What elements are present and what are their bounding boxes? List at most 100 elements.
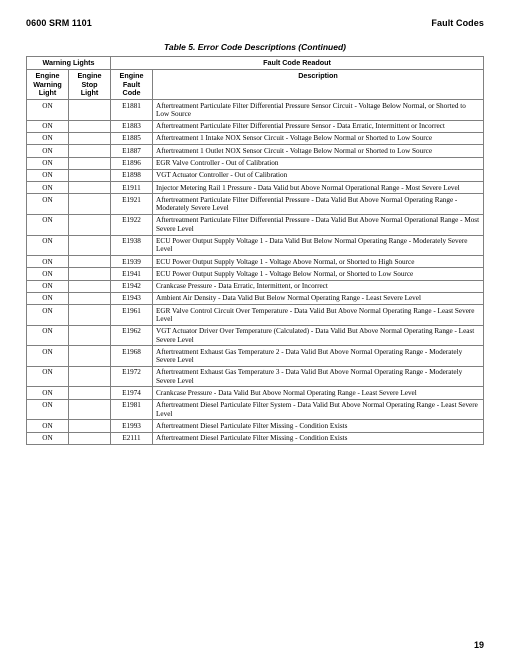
- cell-description: Aftertreatment Diesel Particulate Filter…: [153, 420, 484, 432]
- cell-description: Aftertreatment Diesel Particulate Filter…: [153, 399, 484, 420]
- cell-stop-light: [69, 366, 111, 387]
- cell-description: EGR Valve Controller - Out of Calibratio…: [153, 157, 484, 169]
- cell-fault-code: E2111: [111, 432, 153, 444]
- cell-warning-light: ON: [27, 100, 69, 121]
- cell-description: Aftertreatment 1 Intake NOX Sensor Circu…: [153, 132, 484, 144]
- table-row: ONE1972Aftertreatment Exhaust Gas Temper…: [27, 366, 484, 387]
- table-row: ON E1974Crankcase Pressure - Data Valid B…: [27, 387, 484, 399]
- th-description: Description: [153, 70, 484, 100]
- table-head: Warning Lights Fault Code Readout Engine…: [27, 57, 484, 100]
- cell-warning-light: ON: [27, 387, 69, 399]
- cell-stop-light: [69, 157, 111, 169]
- cell-warning-light: ON: [27, 432, 69, 444]
- cell-warning-light: ON: [27, 214, 69, 235]
- table-body: ONE1881Aftertreatment Particulate Filter…: [27, 100, 484, 445]
- table-header-row-cols: Engine Warning Light Engine Stop Light E…: [27, 70, 484, 100]
- cell-description: Aftertreatment Exhaust Gas Temperature 3…: [153, 366, 484, 387]
- cell-fault-code: E1911: [111, 182, 153, 194]
- th-group-warning: Warning Lights: [27, 57, 111, 70]
- table-row: ONE1921Aftertreatment Particulate Filter…: [27, 194, 484, 215]
- cell-warning-light: ON: [27, 268, 69, 280]
- cell-stop-light: [69, 280, 111, 292]
- page: 0600 SRM 1101 Fault Codes Table 5. Error…: [0, 0, 510, 660]
- cell-stop-light: [69, 256, 111, 268]
- cell-stop-light: [69, 420, 111, 432]
- cell-fault-code: E1887: [111, 145, 153, 157]
- cell-fault-code: E1896: [111, 157, 153, 169]
- cell-fault-code: E1883: [111, 120, 153, 132]
- cell-stop-light: [69, 194, 111, 215]
- table-row: ON E1981Aftertreatment Diesel Particulate…: [27, 399, 484, 420]
- cell-description: Crankcase Pressure - Data Erratic, Inter…: [153, 280, 484, 292]
- cell-description: Crankcase Pressure - Data Valid But Abov…: [153, 387, 484, 399]
- cell-description: Aftertreatment Particulate Filter Differ…: [153, 100, 484, 121]
- cell-description: VGT Actuator Driver Over Temperature (Ca…: [153, 325, 484, 346]
- cell-description: Injector Metering Rail 1 Pressure - Data…: [153, 182, 484, 194]
- cell-warning-light: ON: [27, 305, 69, 326]
- cell-fault-code: E1942: [111, 280, 153, 292]
- cell-warning-light: ON: [27, 132, 69, 144]
- table-row: ON E1993Aftertreatment Diesel Particulate…: [27, 420, 484, 432]
- cell-warning-light: ON: [27, 280, 69, 292]
- page-header: 0600 SRM 1101 Fault Codes: [26, 18, 484, 28]
- table-row: ONE1941ECU Power Output Supply Voltage 1…: [27, 268, 484, 280]
- cell-description: VGT Actuator Controller - Out of Calibra…: [153, 169, 484, 181]
- table-row: ON E1911Injector Metering Rail 1 Pressure…: [27, 182, 484, 194]
- cell-stop-light: [69, 235, 111, 256]
- cell-stop-light: [69, 268, 111, 280]
- cell-warning-light: ON: [27, 292, 69, 304]
- cell-fault-code: E1981: [111, 399, 153, 420]
- cell-fault-code: E1972: [111, 366, 153, 387]
- cell-warning-light: ON: [27, 120, 69, 132]
- table-row: ONE1939ECU Power Output Supply Voltage 1…: [27, 256, 484, 268]
- cell-warning-light: ON: [27, 145, 69, 157]
- cell-stop-light: [69, 432, 111, 444]
- table-caption: Table 5. Error Code Descriptions (Contin…: [26, 42, 484, 52]
- table-row: ON E1885Aftertreatment 1 Intake NOX Senso…: [27, 132, 484, 144]
- cell-fault-code: E1962: [111, 325, 153, 346]
- table-row: ONE1961EGR Valve Control Circuit Over Te…: [27, 305, 484, 326]
- cell-stop-light: [69, 145, 111, 157]
- cell-stop-light: [69, 292, 111, 304]
- cell-stop-light: [69, 387, 111, 399]
- table-row: ONE1938ECU Power Output Supply Voltage 1…: [27, 235, 484, 256]
- cell-fault-code: E1939: [111, 256, 153, 268]
- table-row: ONE1898VGT Actuator Controller - Out of …: [27, 169, 484, 181]
- header-right: Fault Codes: [431, 18, 484, 28]
- cell-description: ECU Power Output Supply Voltage 1 - Volt…: [153, 256, 484, 268]
- cell-stop-light: [69, 169, 111, 181]
- cell-warning-light: ON: [27, 420, 69, 432]
- cell-warning-light: ON: [27, 399, 69, 420]
- cell-fault-code: E1974: [111, 387, 153, 399]
- cell-description: Aftertreatment Particulate Filter Differ…: [153, 214, 484, 235]
- cell-warning-light: ON: [27, 157, 69, 169]
- cell-description: Aftertreatment Diesel Particulate Filter…: [153, 432, 484, 444]
- cell-fault-code: E1941: [111, 268, 153, 280]
- cell-stop-light: [69, 305, 111, 326]
- cell-warning-light: ON: [27, 346, 69, 367]
- cell-stop-light: [69, 132, 111, 144]
- cell-fault-code: E1885: [111, 132, 153, 144]
- cell-description: Aftertreatment 1 Outlet NOX Sensor Circu…: [153, 145, 484, 157]
- cell-fault-code: E1993: [111, 420, 153, 432]
- table-header-row-groups: Warning Lights Fault Code Readout: [27, 57, 484, 70]
- cell-description: Aftertreatment Exhaust Gas Temperature 2…: [153, 346, 484, 367]
- table-row: ONE1922Aftertreatment Particulate Filter…: [27, 214, 484, 235]
- cell-description: ECU Power Output Supply Voltage 1 - Data…: [153, 235, 484, 256]
- cell-warning-light: ON: [27, 169, 69, 181]
- th-group-readout: Fault Code Readout: [111, 57, 484, 70]
- page-number: 19: [474, 640, 484, 650]
- table-row: ON E1887Aftertreatment 1 Outlet NOX Senso…: [27, 145, 484, 157]
- cell-fault-code: E1881: [111, 100, 153, 121]
- cell-stop-light: [69, 399, 111, 420]
- cell-stop-light: [69, 214, 111, 235]
- cell-warning-light: ON: [27, 182, 69, 194]
- table-row: ON E1896EGR Valve Controller - Out of Cal…: [27, 157, 484, 169]
- th-warning-light: Engine Warning Light: [27, 70, 69, 100]
- cell-description: EGR Valve Control Circuit Over Temperatu…: [153, 305, 484, 326]
- error-codes-table: Warning Lights Fault Code Readout Engine…: [26, 56, 484, 445]
- cell-stop-light: [69, 120, 111, 132]
- cell-warning-light: ON: [27, 235, 69, 256]
- th-stop-light: Engine Stop Light: [69, 70, 111, 100]
- cell-description: Aftertreatment Particulate Filter Differ…: [153, 194, 484, 215]
